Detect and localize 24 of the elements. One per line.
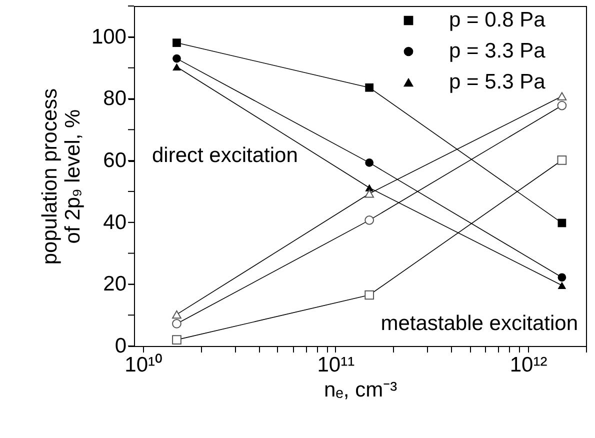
point — [365, 83, 374, 92]
point — [365, 158, 374, 167]
y-tick-label: 100 — [91, 25, 126, 48]
point — [172, 38, 181, 47]
y-tick-label: 80 — [103, 87, 126, 110]
point — [172, 54, 181, 63]
x-axis-title: nₑ, cm⁻³ — [324, 378, 398, 402]
y-tick-label: 0 — [114, 334, 126, 358]
y-tick-label: 20 — [103, 272, 126, 296]
x-tick-label: 10¹² — [510, 354, 548, 376]
y-tick-label: 40 — [103, 210, 126, 234]
y-axis-title: population process of 2p₉ level, % — [38, 88, 84, 265]
y-tick-label: 60 — [103, 149, 126, 172]
annotation: metastable excitation — [380, 312, 578, 335]
legend-label: p = 0.8 Pa — [449, 8, 546, 32]
annotation: direct excitation — [152, 144, 298, 167]
point — [558, 273, 566, 282]
point — [558, 282, 566, 290]
x-tick-label: 10¹⁰ — [124, 354, 162, 376]
legend-label: p = 5.3 Pa — [449, 70, 546, 94]
point — [558, 218, 566, 228]
legend-label: p = 3.3 Pa — [449, 40, 546, 62]
point — [172, 63, 181, 71]
x-tick-label: 10¹¹ — [317, 354, 355, 376]
